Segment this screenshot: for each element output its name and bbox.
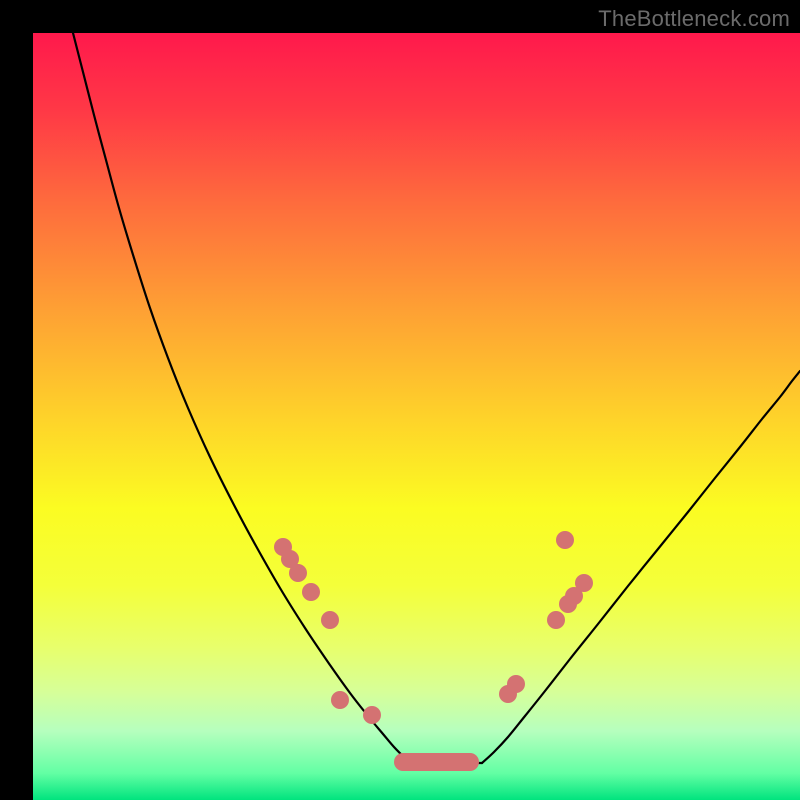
marker-dot [363,706,381,724]
plot-background [33,33,800,800]
marker-dot [289,564,307,582]
marker-dot [302,583,320,601]
plot-svg [0,0,800,800]
marker-dot [556,531,574,549]
marker-dot [547,611,565,629]
marker-bar [394,753,479,771]
marker-dot [575,574,593,592]
marker-dot [321,611,339,629]
chart-stage: TheBottleneck.com [0,0,800,800]
marker-dot [507,675,525,693]
marker-dot [331,691,349,709]
watermark-text: TheBottleneck.com [598,6,790,32]
